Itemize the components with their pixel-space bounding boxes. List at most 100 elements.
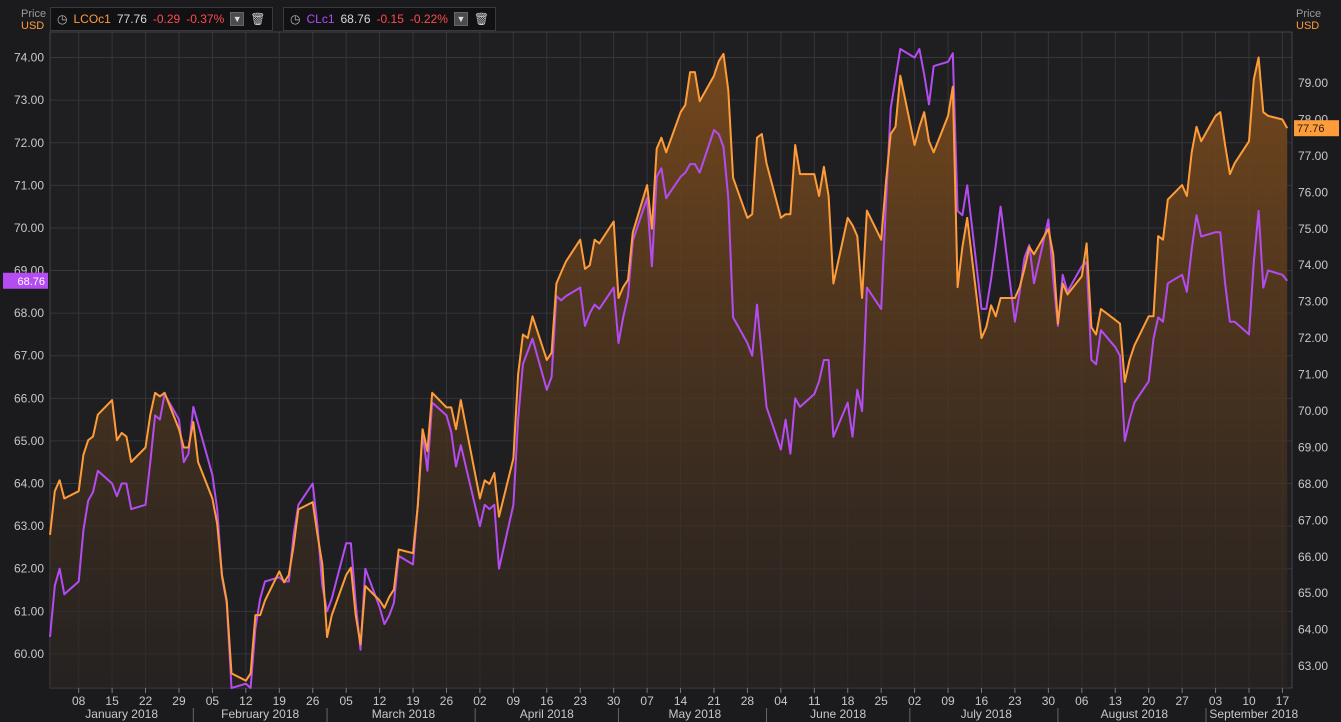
x-axis-day-label: 12 — [239, 694, 253, 708]
x-axis-day-label: 23 — [1008, 694, 1022, 708]
legend-change: -0.29 — [152, 12, 181, 26]
clock-icon: ◷ — [57, 12, 68, 26]
x-axis-day-label: 27 — [1175, 694, 1189, 708]
right-axis-tick-label: 64.00 — [1298, 623, 1328, 637]
x-axis-day-label: 30 — [607, 694, 621, 708]
x-axis-month-label: June 2018 — [810, 707, 866, 721]
left-axis-tick-label: 62.00 — [14, 562, 44, 576]
series-lines — [49, 48, 1289, 689]
right-axis-tick-label: 65.00 — [1298, 586, 1328, 600]
last-price-badges: 68.76 77.76 — [3, 120, 1339, 289]
legend-last-price: 77.76 — [116, 12, 147, 26]
right-axis-header: Price USD — [1296, 8, 1321, 32]
x-axis-day-label: 21 — [707, 694, 721, 708]
left-axis-tick-label: 61.00 — [14, 604, 44, 618]
left-axis-tick-label: 66.00 — [14, 391, 44, 405]
left-axis-tick-label: 60.00 — [14, 647, 44, 661]
right-axis-tick-label: 77.00 — [1298, 149, 1328, 163]
left-axis-tick-label: 63.00 — [14, 519, 44, 533]
x-axis-day-label: 15 — [105, 694, 119, 708]
x-axis-day-label: 16 — [975, 694, 989, 708]
brent-area — [50, 53, 1288, 688]
x-axis-month-label: February 2018 — [221, 707, 299, 721]
x-axis-day-label: 02 — [473, 694, 487, 708]
x-axis-day-label: 02 — [908, 694, 922, 708]
x-axis-day-label: 30 — [1042, 694, 1056, 708]
right-axis-currency-label: USD — [1296, 20, 1320, 32]
x-axis-day-label: 16 — [540, 694, 554, 708]
x-axis-month-label: September 2018 — [1209, 707, 1298, 721]
x-axis-day-label: 09 — [507, 694, 521, 708]
clc1-last-price-badge — [3, 272, 48, 289]
trash-icon[interactable]: 🗑 — [473, 12, 490, 26]
left-axis-header: Price USD — [21, 8, 46, 32]
legend-change: -0.15 — [376, 12, 404, 26]
left-axis-currency-label: USD — [21, 20, 45, 32]
legend-symbol[interactable]: LCOc1 — [73, 12, 111, 26]
lcoc1-last-price-text: 77.76 — [1297, 123, 1325, 135]
left-axis-tick-label: 74.00 — [14, 51, 44, 65]
x-axis-day-label: 20 — [1142, 694, 1156, 708]
x-axis-day-label: 06 — [1075, 694, 1089, 708]
legend-change-percent: -0.22% — [409, 12, 448, 26]
x-axis-day-label: 22 — [139, 694, 153, 708]
x-axis-day-label: 08 — [72, 694, 86, 708]
right-axis-tick-label: 68.00 — [1298, 477, 1328, 491]
x-axis-day-label: 23 — [574, 694, 588, 708]
x-axis-day-label: 29 — [172, 694, 186, 708]
left-axis-tick-label: 67.00 — [14, 349, 44, 363]
x-axis-day-label: 28 — [741, 694, 755, 708]
x-axis-day-label: 10 — [1242, 694, 1256, 708]
left-axis-tick-label: 73.00 — [14, 93, 44, 107]
x-axis-month-label: March 2018 — [372, 707, 436, 721]
x-axis-month-label: August 2018 — [1101, 707, 1169, 721]
right-axis-tick-label: 79.00 — [1298, 76, 1328, 90]
right-axis-tick-label: 69.00 — [1298, 440, 1328, 454]
x-axis-day-label: 17 — [1276, 694, 1290, 708]
right-axis-tick-label: 72.00 — [1298, 331, 1328, 345]
chevron-down-icon[interactable]: ▼ — [230, 12, 245, 26]
legend-symbol[interactable]: CLc1 — [306, 12, 335, 26]
right-axis-tick-label: 73.00 — [1298, 295, 1328, 309]
legend-brent[interactable]: ◷ LCOc1 77.76 -0.29 -0.37% ▼ 🗑 — [50, 7, 273, 31]
lcoc1-last-price-badge — [1294, 120, 1339, 137]
x-axis-month-label: January 2018 — [85, 707, 158, 721]
series-line-lcoc1 — [49, 52, 1289, 682]
x-axis-day-label: 09 — [941, 694, 955, 708]
x-axis-month-label: April 2018 — [520, 707, 574, 721]
legend-change-percent: -0.37% — [186, 12, 225, 26]
right-axis: 63.00 64.00 65.00 66.00 67.00 68.00 69.00 70.00… — [1298, 76, 1328, 673]
x-axis-day-label: 12 — [373, 694, 387, 708]
x-axis-day-label: 11 — [808, 694, 821, 708]
x-axis-day-label: 05 — [339, 694, 353, 708]
left-axis-tick-label: 64.00 — [14, 477, 44, 491]
x-axis-day-label: 19 — [273, 694, 287, 708]
trash-icon[interactable]: 🗑 — [250, 12, 266, 26]
right-axis-tick-label: 66.00 — [1298, 550, 1328, 564]
right-axis-tick-label: 74.00 — [1298, 258, 1328, 272]
x-axis-day-label: 03 — [1209, 694, 1223, 708]
legend-last-price: 68.76 — [340, 12, 371, 26]
right-axis-tick-label: 70.00 — [1298, 404, 1328, 418]
x-axis-day-label: 13 — [1109, 694, 1123, 708]
x-axis-month-label: July 2018 — [961, 707, 1013, 721]
left-axis-tick-label: 65.00 — [14, 434, 44, 448]
right-axis-tick-label: 76.00 — [1298, 185, 1328, 199]
legend-wti[interactable]: ◷ CLc1 68.76 -0.15 -0.22% ▼ 🗑 — [283, 7, 497, 31]
right-axis-tick-label: 67.00 — [1298, 513, 1328, 527]
chevron-down-icon[interactable]: ▼ — [453, 12, 468, 26]
x-axis-day-label: 07 — [640, 694, 654, 708]
x-axis-day-label: 04 — [774, 694, 788, 708]
x-axis-day-label: 05 — [206, 694, 220, 708]
right-axis-tick-label: 71.00 — [1298, 368, 1328, 382]
brent-area-fill — [50, 53, 1288, 688]
left-axis-tick-label: 70.00 — [14, 221, 44, 235]
right-axis-tick-label: 75.00 — [1298, 222, 1328, 236]
x-axis-day-label: 26 — [440, 694, 454, 708]
clc1-last-price-text: 68.76 — [17, 276, 45, 288]
right-axis-tick-label: 63.00 — [1298, 659, 1328, 673]
clock-icon: ◷ — [290, 12, 301, 26]
x-axis-day-label: 14 — [674, 694, 688, 708]
left-axis-price-label: Price — [21, 8, 47, 20]
